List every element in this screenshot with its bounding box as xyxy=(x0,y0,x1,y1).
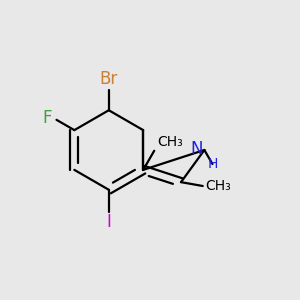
Text: CH₃: CH₃ xyxy=(157,135,183,149)
Text: F: F xyxy=(43,109,52,127)
Text: CH₃: CH₃ xyxy=(206,179,231,193)
Text: H: H xyxy=(208,158,218,171)
Text: I: I xyxy=(106,213,111,231)
Text: N: N xyxy=(190,140,203,158)
Text: Br: Br xyxy=(100,70,118,88)
